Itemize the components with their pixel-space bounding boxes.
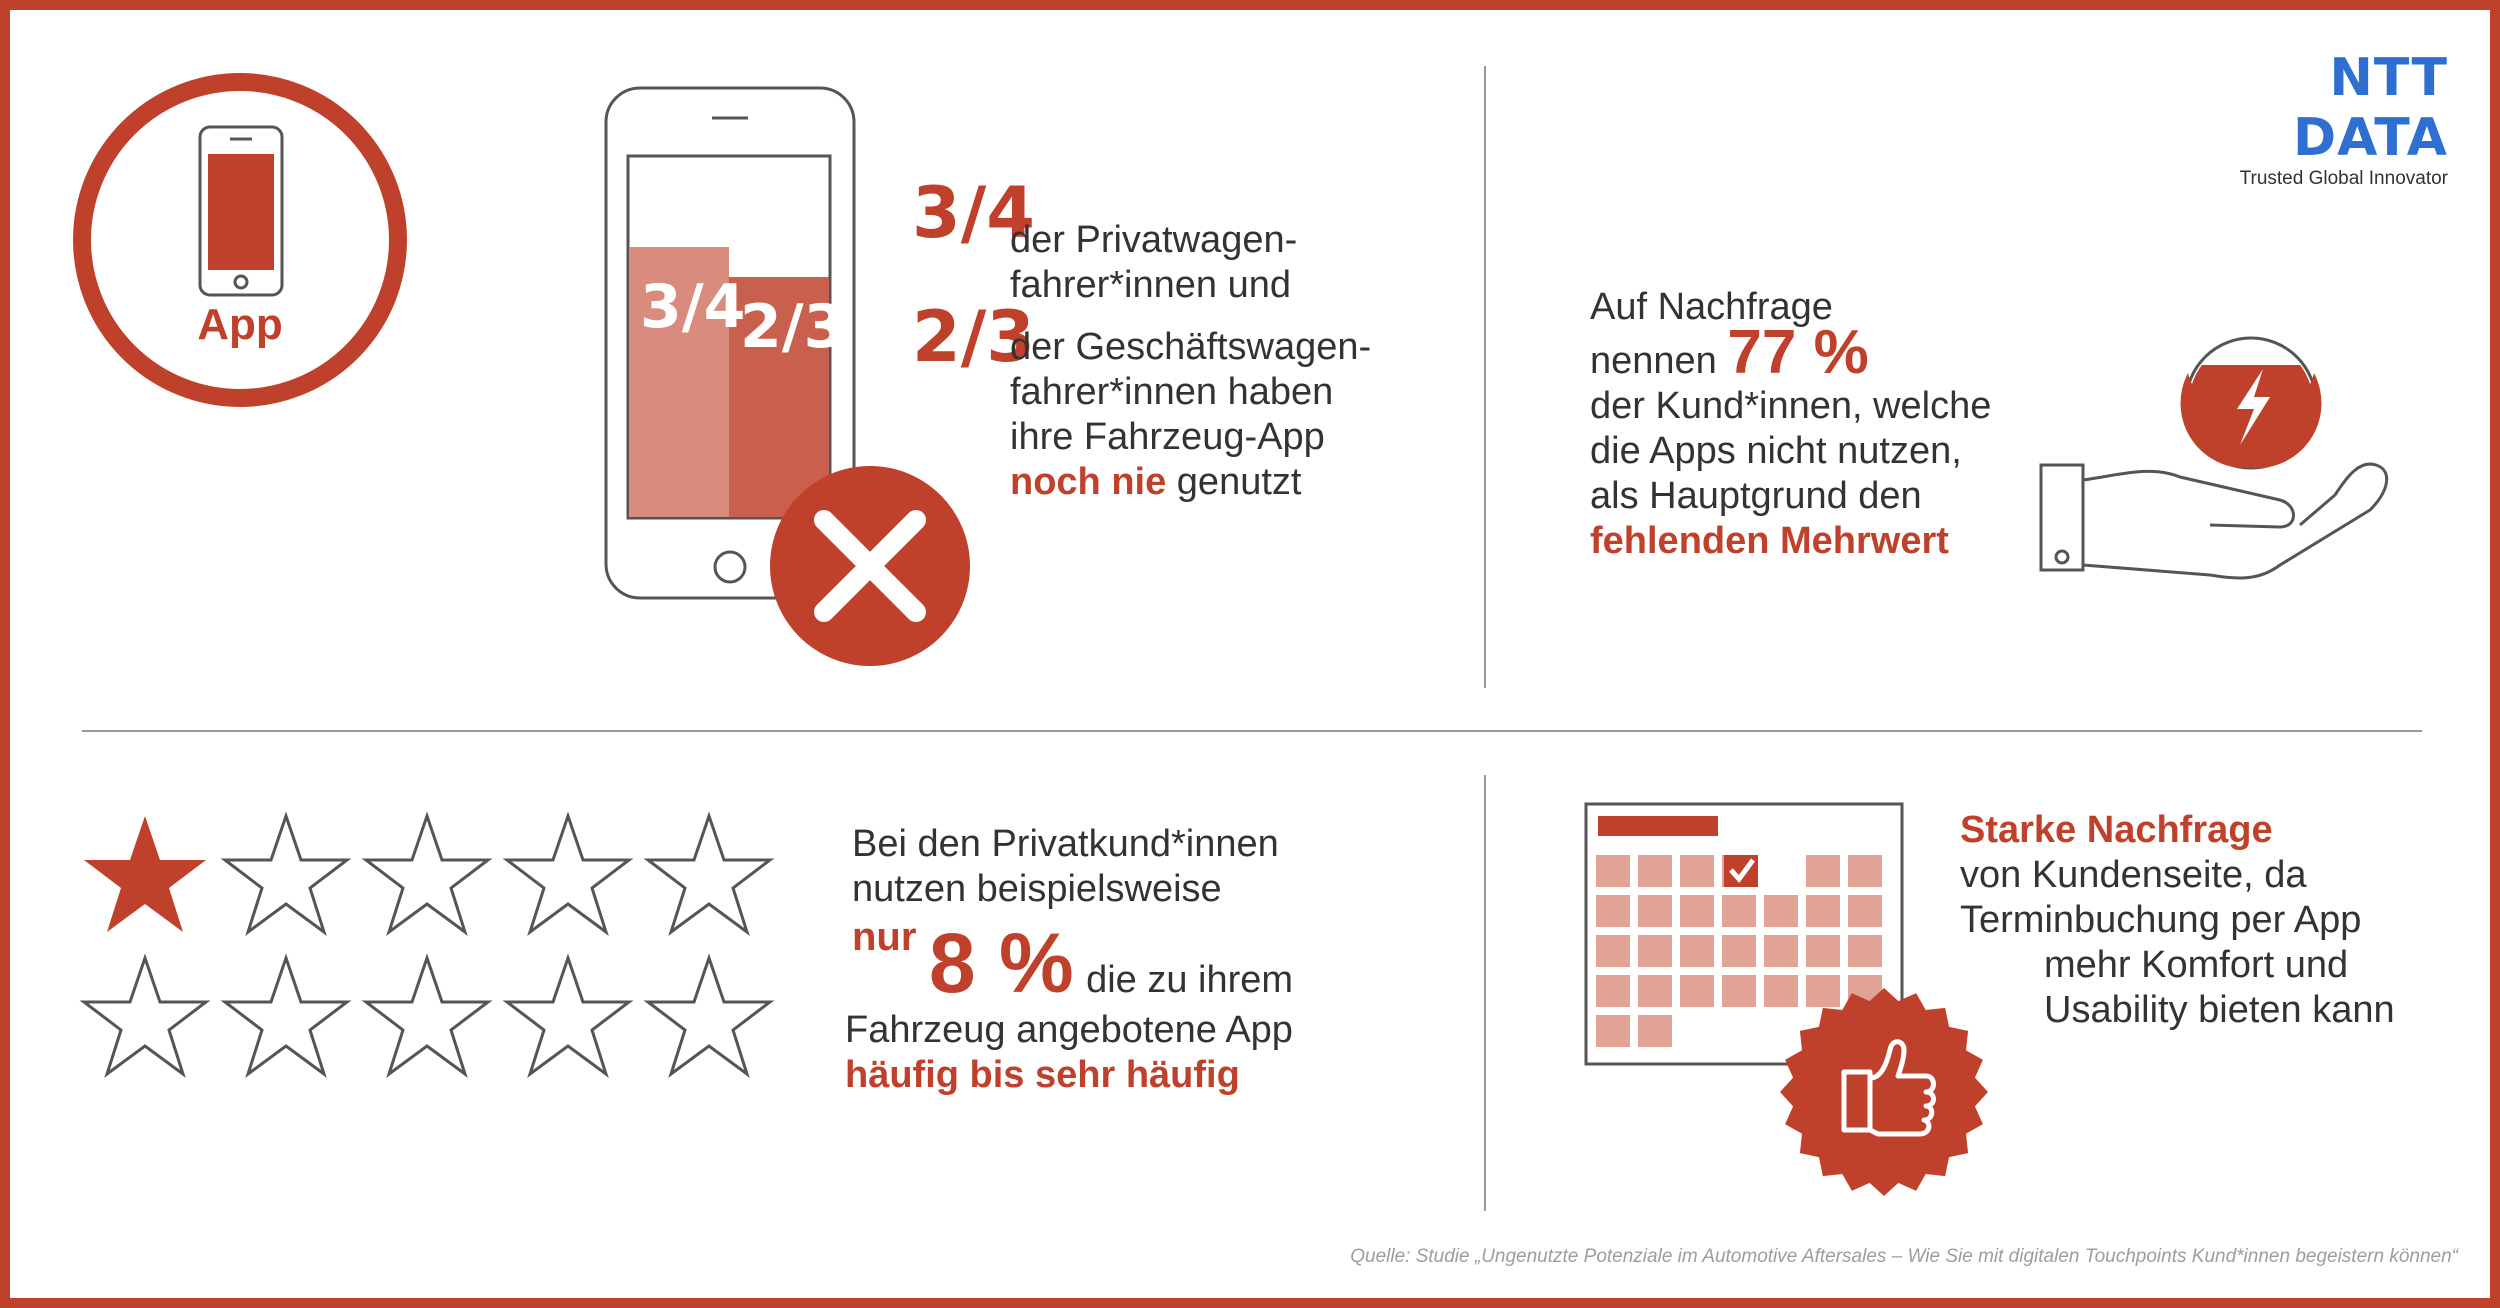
thumbs-up-badge [1780,988,1988,1196]
calendar-cell [1596,975,1630,1007]
q3-line2: nutzen beispielsweise [852,868,1222,910]
q2-line4: die Apps nicht nutzen, [1590,430,1962,472]
q3-nur: nur [852,915,917,959]
hand-lightning-icon [2039,336,2389,580]
q1-emphasis: noch nie [1010,461,1167,503]
app-label: App [197,300,283,349]
q1-line2d: noch nie genutzt [1010,460,1371,505]
calendar-cell [1596,895,1630,927]
bar1-label: 3/4 [640,272,746,342]
q4-line3: mehr Komfort und [2044,944,2349,986]
divider-vertical-top [1484,66,1486,688]
calendar-cell [1596,935,1630,967]
fraction-two-thirds: 2/3 [912,296,1035,378]
star-empty [364,956,490,1076]
star-empty [646,814,772,934]
calendar-cell [1848,935,1882,967]
calendar-cell [1848,895,1882,927]
calendar-cell [1596,1015,1630,1047]
calendar-cell [1764,895,1798,927]
calendar-cell [1638,855,1672,887]
calendar-cell [1680,855,1714,887]
smartphone-icon [198,125,284,297]
q1-tail: genutzt [1176,461,1302,503]
calendar-cell [1806,895,1840,927]
calendar-cell [1764,975,1798,1007]
star-empty [223,956,349,1076]
star-empty [646,956,772,1076]
calendar-cell [1722,895,1756,927]
fraction-three-quarters: 3/4 [912,172,1035,254]
q1-line2a: der Geschäftswagen- [1010,326,1372,368]
q4-line4: Usability bieten kann [2044,989,2395,1031]
q3-line1: Bei den Privatkund*innen [852,823,1279,865]
logo-tagline: Trusted Global Innovator [2239,168,2448,189]
source-note: Quelle: Studie „Ungenutzte Potenziale im… [1350,1246,2458,1267]
q3-line3: die zu ihrem [1086,959,1294,1001]
q2-line2: nennen 77 % [1590,322,1991,384]
bar-privatwagen [629,247,729,517]
phone-illustration [604,86,970,666]
calendar-cell [1722,975,1756,1007]
bar2-label: 2/3 [740,292,846,362]
q4-emphasis: Starke Nachfrage [1960,809,2273,851]
calendar-cell [1806,935,1840,967]
calendar-cell [1806,855,1840,887]
calendar-cell [1848,855,1882,887]
q1-line1a: der Privatwagen- [1010,219,1298,261]
calendar-cell [1680,935,1714,967]
star-rating [82,814,772,1076]
calendar-cell [1680,975,1714,1007]
q3-stat: 8 % [928,916,1074,1010]
calendar-cell [1638,895,1672,927]
calendar-cell [1638,1015,1672,1047]
q2-emphasis: fehlenden Mehrwert [1590,520,1949,562]
q2-text: Auf Nachfrage nennen 77 % der Kund*innen… [1590,285,1991,564]
divider-vertical-bottom [1484,775,1486,1211]
calendar-cell [1680,895,1714,927]
q1-text-a: der Privatwagen- fahrer*innen und [1010,218,1297,308]
q2-line5: als Hauptgrund den [1590,475,1922,517]
calendar-cell [1638,935,1672,967]
calendar-cell [1596,855,1630,887]
q2-line2-text: nennen [1590,340,1717,382]
calendar-cell [1638,975,1672,1007]
q3-line4: Fahrzeug angebotene App [845,1009,1293,1051]
calendar-cell [1764,935,1798,967]
app-badge [73,73,407,407]
calendar-icon [1584,802,1988,1196]
calendar-cells [1596,855,1882,1047]
star-empty [505,956,631,1076]
q3-stat-row: nur 8 % die zu ihrem [852,915,1293,1012]
q1-line1b: fahrer*innen und [1010,264,1291,306]
q4-text: Starke Nachfrage von Kundenseite, da Ter… [1960,808,2395,1033]
star-empty [505,814,631,934]
logo: NTT DATA Trusted Global Innovator [2180,48,2448,190]
star-empty [364,814,490,934]
x-mark-icon [770,466,970,666]
q1-text-b: der Geschäftswagen- fahrer*innen haben i… [1010,325,1371,505]
calendar-cell [1806,975,1840,1007]
divider-horizontal [82,730,2422,732]
q2-line3: der Kund*innen, welche [1590,385,1992,427]
q3-emphasis: häufig bis sehr häufig [845,1054,1240,1096]
q3-text-top: Bei den Privatkund*innen nutzen beispiel… [852,822,1279,912]
q2-stat: 77 % [1727,318,1869,387]
q1-line2b: fahrer*innen haben [1010,371,1334,413]
q3-text-bottom: Fahrzeug angebotene App häufig bis sehr … [845,1008,1293,1098]
q4-line1: von Kundenseite, da [1960,854,2307,896]
check-mark-icon [1724,855,1758,887]
star-empty [82,956,208,1076]
bar-geschaeftswagen [729,276,829,517]
logo-name: NTT DATA [2292,48,2448,168]
star-filled [84,816,206,932]
q2-line1: Auf Nachfrage [1590,286,1833,328]
star-empty [223,814,349,934]
q4-line2: Terminbuchung per App [1960,899,2362,941]
calendar-cell [1722,935,1756,967]
q1-line2c: ihre Fahrzeug-App [1010,416,1325,458]
